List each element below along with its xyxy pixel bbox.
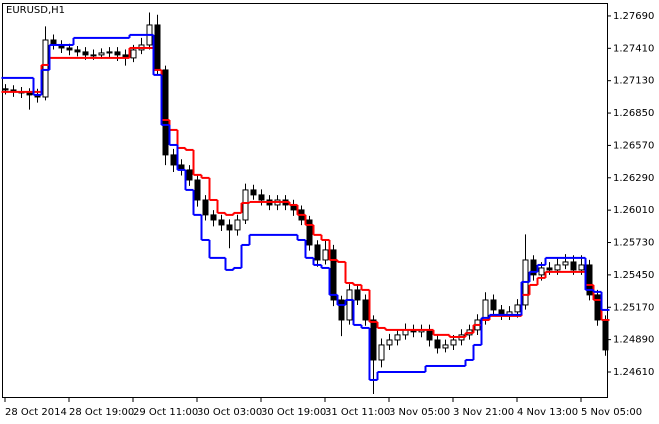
candle-body [66, 47, 73, 51]
candle-body [322, 249, 329, 261]
y-tick-label: 1.26570 [613, 140, 654, 151]
candle-body [546, 267, 553, 271]
candle-body [218, 219, 225, 226]
candle-body [234, 219, 241, 231]
candle-body [434, 339, 441, 349]
candle-body [98, 52, 105, 56]
candle-body [394, 334, 401, 341]
candle-body [82, 51, 89, 56]
candle-body [538, 267, 545, 276]
candle-body [42, 39, 49, 98]
candle-body [554, 264, 561, 271]
x-tick-label: 29 Oct 11:00 [133, 407, 198, 418]
candle-body [362, 299, 369, 321]
candle-body [570, 261, 577, 271]
y-tick-label: 1.26010 [613, 205, 654, 216]
x-tick-label: 4 Nov 13:00 [517, 407, 578, 418]
y-tick-label: 1.25170 [613, 302, 654, 313]
candle-body [562, 261, 569, 266]
candle-body [74, 49, 81, 53]
candle-body [154, 24, 161, 71]
candle-body [114, 51, 121, 56]
candle-body [194, 179, 201, 201]
candle-body [426, 329, 433, 341]
y-tick-label: 1.27690 [613, 11, 654, 22]
x-tick-label: 3 Nov 05:00 [389, 407, 450, 418]
candle-body [330, 249, 337, 301]
candle-body [258, 194, 265, 201]
candle-body [378, 344, 385, 361]
candle-body [442, 344, 449, 349]
x-tick-label: 30 Oct 03:00 [197, 407, 262, 418]
x-tick-label: 28 Oct 2014 [5, 407, 67, 418]
y-tick-label: 1.27130 [613, 76, 654, 87]
candle-body [450, 339, 457, 346]
candle-body [210, 214, 217, 221]
y-tick-label: 1.25730 [613, 238, 654, 249]
x-tick-label: 3 Nov 21:00 [453, 407, 514, 418]
candle-body [306, 219, 313, 246]
x-tick-label: 5 Nov 05:00 [581, 407, 642, 418]
candle-body [162, 69, 169, 156]
y-tick-label: 1.26290 [613, 173, 654, 184]
candle-body [586, 264, 593, 296]
candle-body [530, 259, 537, 276]
candle-body [490, 299, 497, 311]
candle-body [90, 54, 97, 57]
candle-body [106, 51, 113, 54]
candle-body [338, 299, 345, 321]
candle-body [314, 244, 321, 261]
candle-body [2, 88, 9, 91]
candle-body [386, 339, 393, 346]
candle-body [346, 289, 353, 321]
y-tick-label: 1.24610 [613, 367, 654, 378]
plot-frame [2, 3, 608, 398]
y-tick-label: 1.27410 [613, 43, 654, 54]
candle-body [354, 289, 361, 301]
candle-body [514, 304, 521, 313]
candle-body [186, 169, 193, 181]
y-tick-label: 1.25450 [613, 270, 654, 281]
candle-body [242, 189, 249, 221]
candle-body [250, 189, 257, 196]
candle-body [130, 49, 137, 59]
y-tick-label: 1.24890 [613, 335, 654, 346]
candle-body [578, 264, 585, 271]
candle-body [202, 199, 209, 216]
candle-body [370, 319, 377, 361]
y-tick-label: 1.26850 [613, 108, 654, 119]
x-tick-label: 30 Oct 19:00 [261, 407, 326, 418]
x-tick-label: 28 Oct 19:00 [69, 407, 134, 418]
x-tick-label: 31 Oct 11:00 [325, 407, 390, 418]
candle-body [594, 294, 601, 321]
chart-title: EURUSD,H1 [6, 5, 65, 16]
candle-body [26, 92, 33, 96]
candle-body [602, 319, 609, 351]
candle-body [170, 154, 177, 166]
candle-body [226, 224, 233, 231]
